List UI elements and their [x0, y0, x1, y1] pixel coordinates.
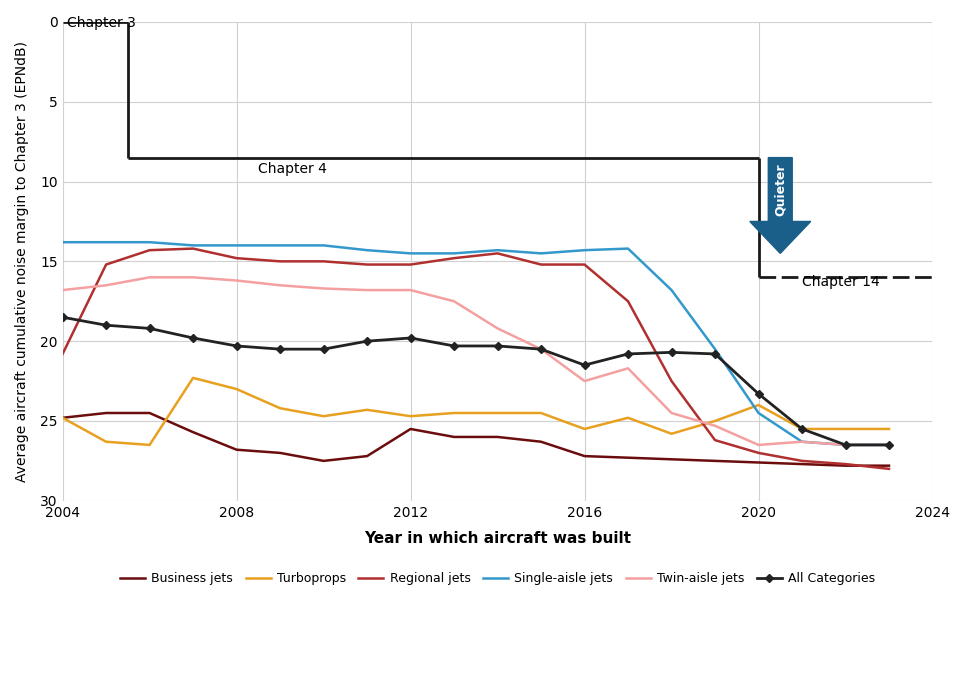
- Text: Chapter 3: Chapter 3: [67, 16, 136, 30]
- FancyArrow shape: [750, 158, 811, 253]
- Text: Chapter 4: Chapter 4: [259, 162, 327, 176]
- X-axis label: Year in which aircraft was built: Year in which aircraft was built: [364, 530, 631, 546]
- Legend: Business jets, Turboprops, Regional jets, Single-aisle jets, Twin-aisle jets, Al: Business jets, Turboprops, Regional jets…: [115, 568, 880, 590]
- Text: Quieter: Quieter: [774, 163, 786, 216]
- Text: Chapter 14: Chapter 14: [802, 275, 880, 289]
- Y-axis label: Average aircraft cumulative noise margin to Chapter 3 (EPNdB): Average aircraft cumulative noise margin…: [15, 41, 29, 482]
